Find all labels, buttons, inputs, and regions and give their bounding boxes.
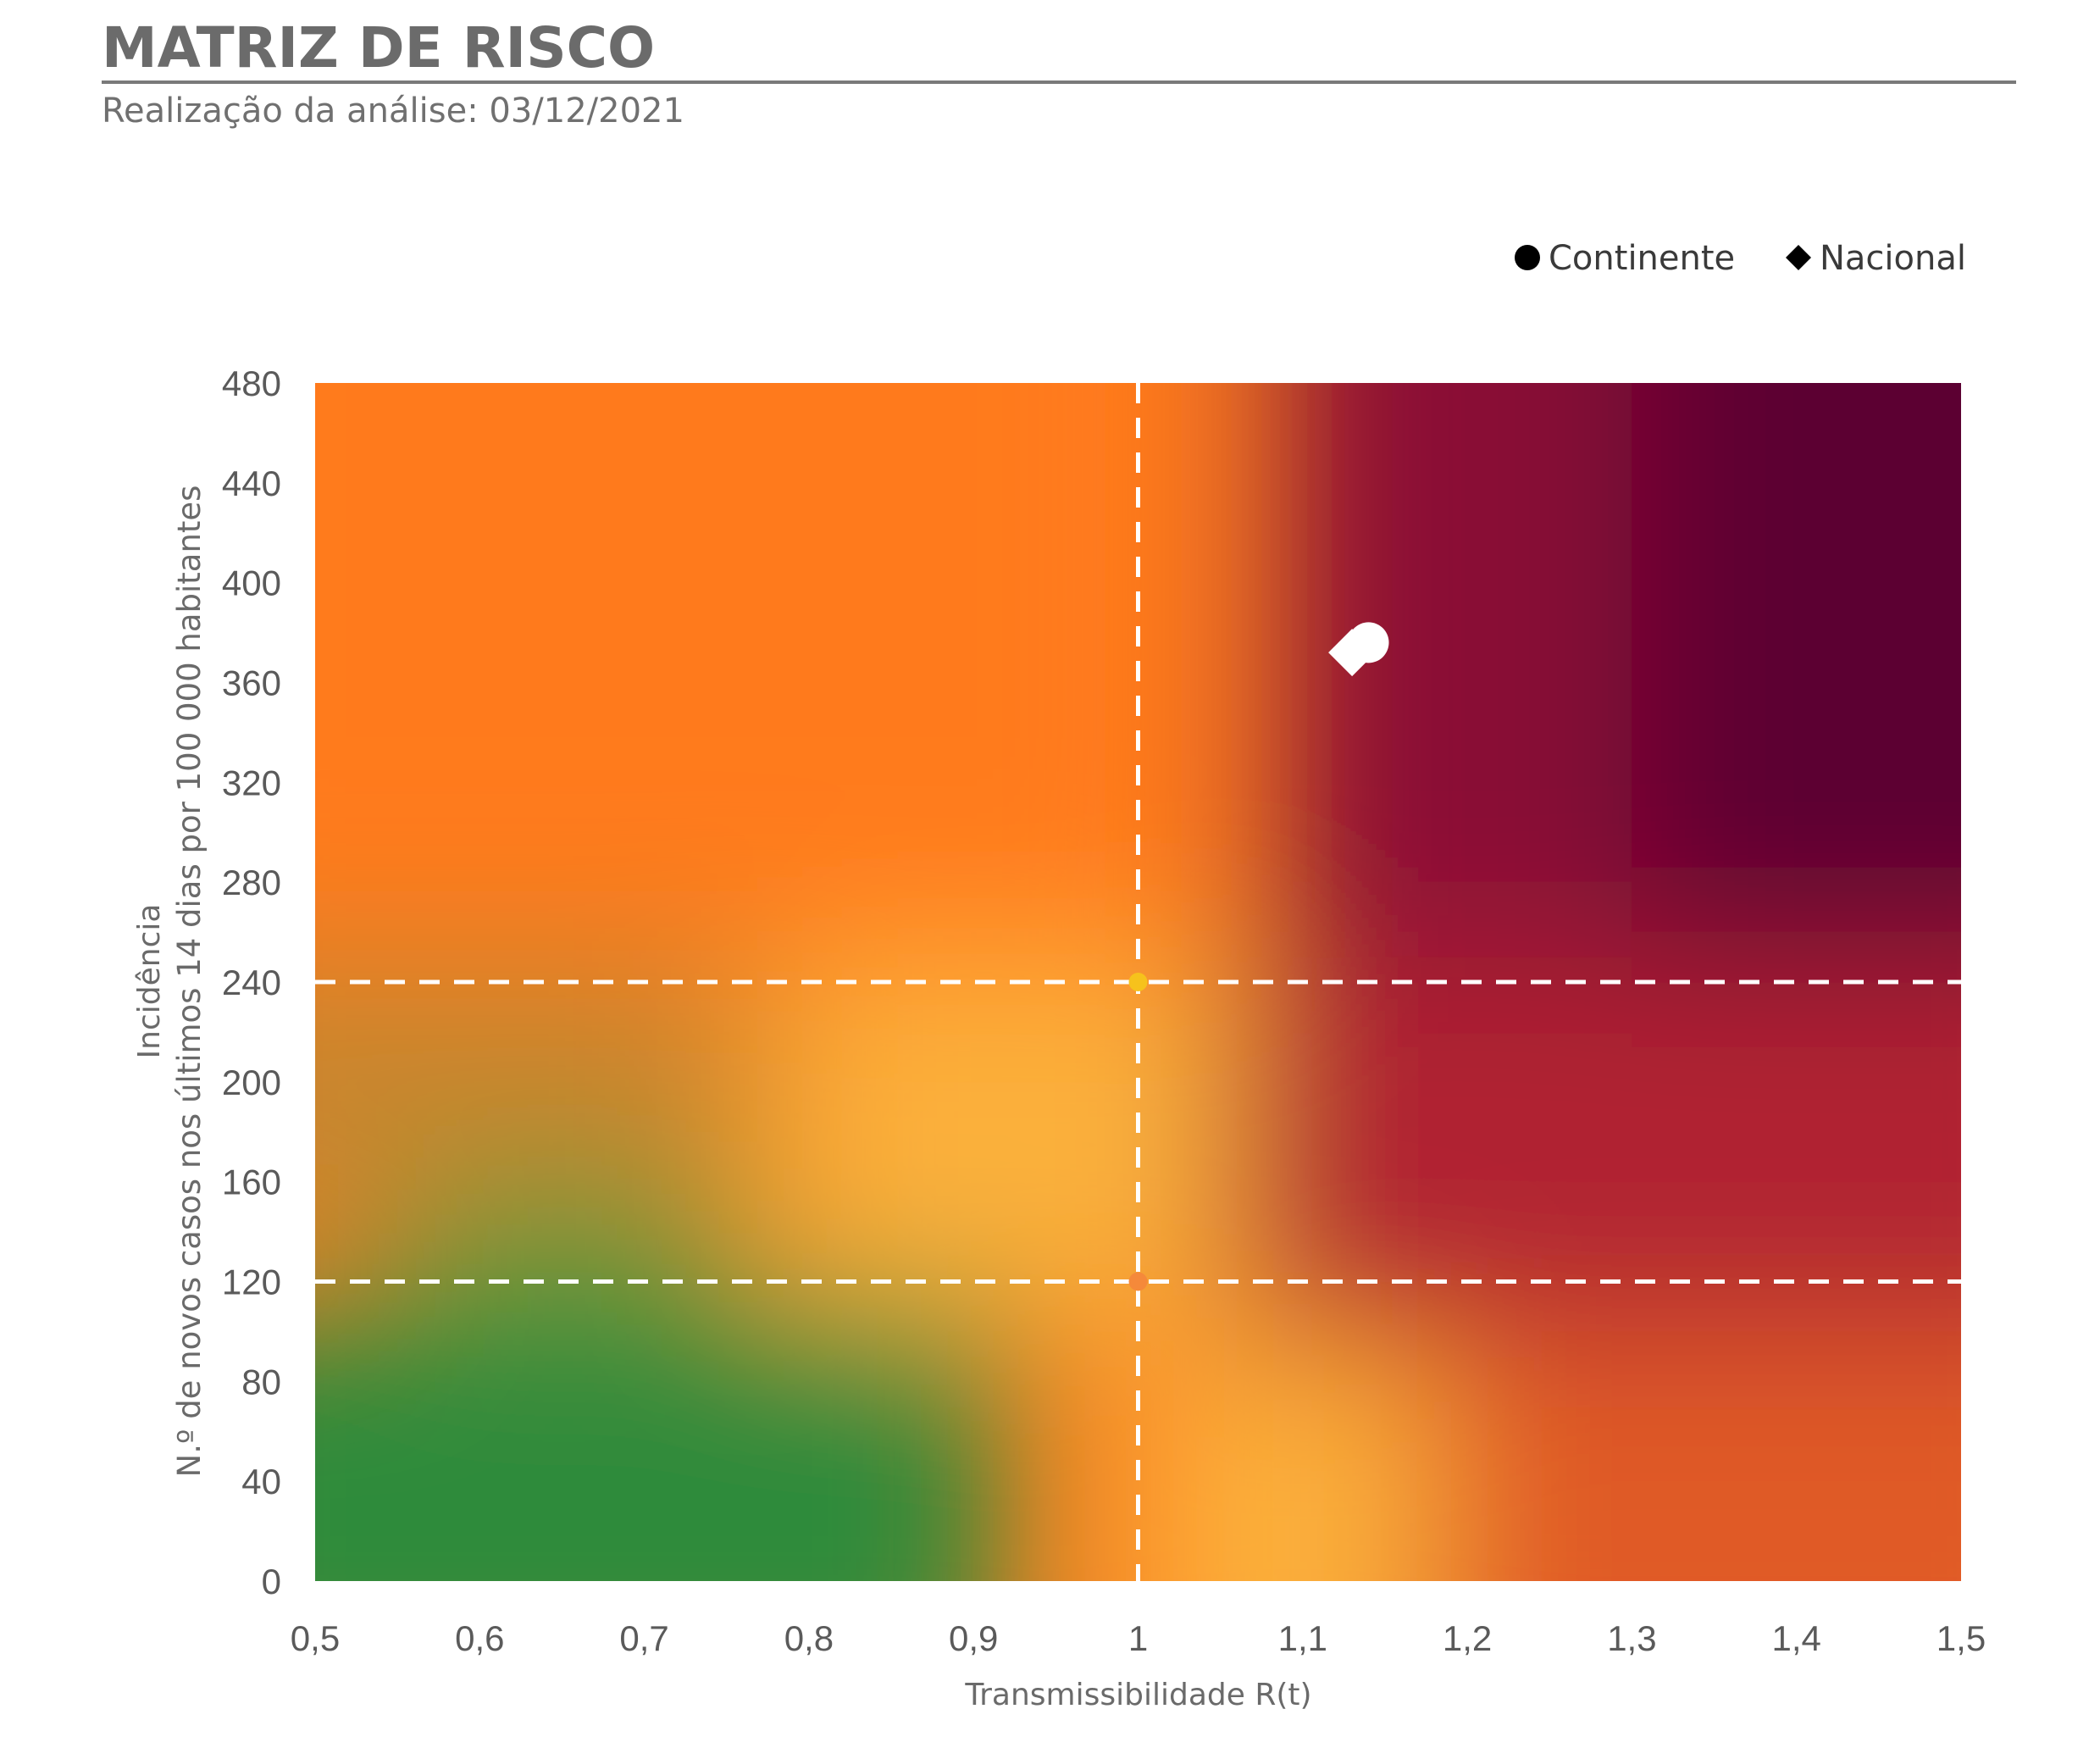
x-tick-label: 1,4 bbox=[1772, 1618, 1821, 1658]
x-tick-label: 0,8 bbox=[784, 1618, 834, 1658]
y-tick-label: 360 bbox=[222, 663, 281, 703]
heat-region-green bbox=[315, 1306, 1007, 1581]
y-axis-label-line1: Incidência bbox=[132, 904, 167, 1059]
y-tick-label: 280 bbox=[222, 863, 281, 902]
legend-nacional-label: Nacional bbox=[1820, 239, 1966, 278]
x-tick-label: 0,5 bbox=[291, 1618, 340, 1658]
x-tick-label: 1,1 bbox=[1278, 1618, 1327, 1658]
y-tick-label: 440 bbox=[222, 463, 281, 503]
y-tick-label: 480 bbox=[222, 363, 281, 403]
x-axis-label: Transmissibilidade R(t) bbox=[964, 1678, 1311, 1712]
x-tick-label: 1 bbox=[1128, 1618, 1148, 1658]
x-tick-label: 1,3 bbox=[1607, 1618, 1656, 1658]
heat-region-yellow bbox=[776, 957, 1238, 1332]
y-axis-label-line2: N.º de novos casos nos últimos 14 dias p… bbox=[171, 486, 208, 1478]
heatmap-blobs bbox=[315, 383, 1961, 1581]
legend-continente-marker bbox=[1515, 245, 1540, 270]
y-tick-label: 240 bbox=[222, 963, 281, 1002]
heat-region-greenyellow bbox=[397, 1181, 727, 1307]
legend-continente-label: Continente bbox=[1549, 239, 1735, 278]
heat-region-yellow-low bbox=[1138, 1356, 1435, 1581]
legend-nacional-marker bbox=[1786, 245, 1811, 270]
heat-region-orange-red bbox=[1434, 1331, 1961, 1581]
x-axis-ticks: 0,5 0,6 0,7 0,8 0,9 1 1,1 1,2 1,3 1,4 1,5 bbox=[291, 1618, 1986, 1658]
reference-marker-0 bbox=[1128, 973, 1148, 991]
heat-region-dark bbox=[1632, 383, 1961, 957]
x-tick-label: 0,6 bbox=[455, 1618, 504, 1658]
heat-region-red bbox=[1237, 957, 1961, 1332]
y-tick-label: 320 bbox=[222, 763, 281, 802]
y-axis-ticks: 0 40 80 120 160 200 240 280 320 360 400 440 480 bbox=[222, 363, 281, 1601]
heat-region-orange bbox=[315, 383, 1172, 933]
page-title: MATRIZ DE RISCO bbox=[102, 15, 656, 80]
data-points bbox=[1328, 622, 1389, 677]
y-tick-label: 200 bbox=[222, 1063, 281, 1102]
legend: Continente Nacional bbox=[1515, 239, 1966, 278]
y-tick-label: 40 bbox=[241, 1462, 281, 1501]
heat-region-crimson bbox=[1269, 383, 1632, 957]
heatmap-background bbox=[315, 383, 1961, 1581]
x-tick-label: 0,9 bbox=[949, 1618, 998, 1658]
y-tick-label: 0 bbox=[262, 1562, 281, 1601]
analysis-date: Realização da análise: 03/12/2021 bbox=[102, 92, 684, 130]
reference-markers bbox=[1128, 973, 1148, 1291]
title-divider bbox=[102, 80, 2016, 84]
x-tick-label: 1,2 bbox=[1443, 1618, 1492, 1658]
y-tick-label: 400 bbox=[222, 563, 281, 603]
x-tick-label: 0,7 bbox=[619, 1618, 668, 1658]
x-tick-label: 1,5 bbox=[1937, 1618, 1986, 1658]
y-tick-label: 80 bbox=[241, 1362, 281, 1401]
nacional-point-0 bbox=[1328, 629, 1377, 677]
reference-marker-1 bbox=[1128, 1272, 1148, 1291]
y-tick-label: 160 bbox=[222, 1162, 281, 1202]
y-tick-label: 120 bbox=[222, 1262, 281, 1302]
